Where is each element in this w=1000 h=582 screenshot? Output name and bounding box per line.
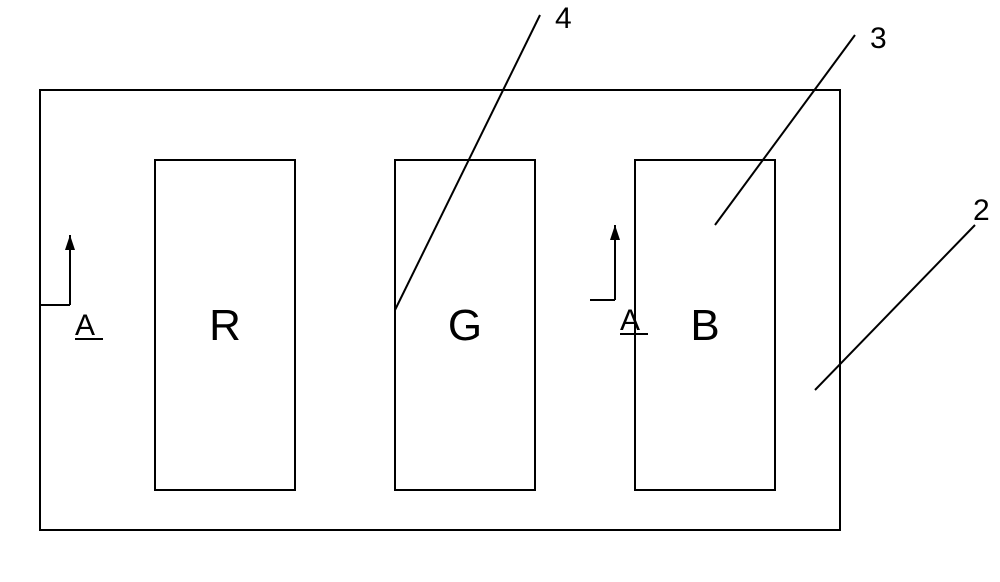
- leader-3-label: 3: [870, 22, 887, 55]
- pixel-r-label: R: [209, 301, 241, 350]
- section-mark-right-label: A: [620, 304, 640, 337]
- section-mark-left-label: A: [75, 309, 95, 342]
- pixel-b-label: B: [690, 301, 719, 350]
- leader-3-line: [715, 35, 855, 225]
- outer-boundary: [40, 90, 840, 530]
- pixel-g-label: G: [448, 301, 482, 350]
- leader-4-label: 4: [555, 2, 572, 35]
- leader-4-line: [395, 15, 540, 310]
- leader-2-label: 2: [973, 194, 990, 227]
